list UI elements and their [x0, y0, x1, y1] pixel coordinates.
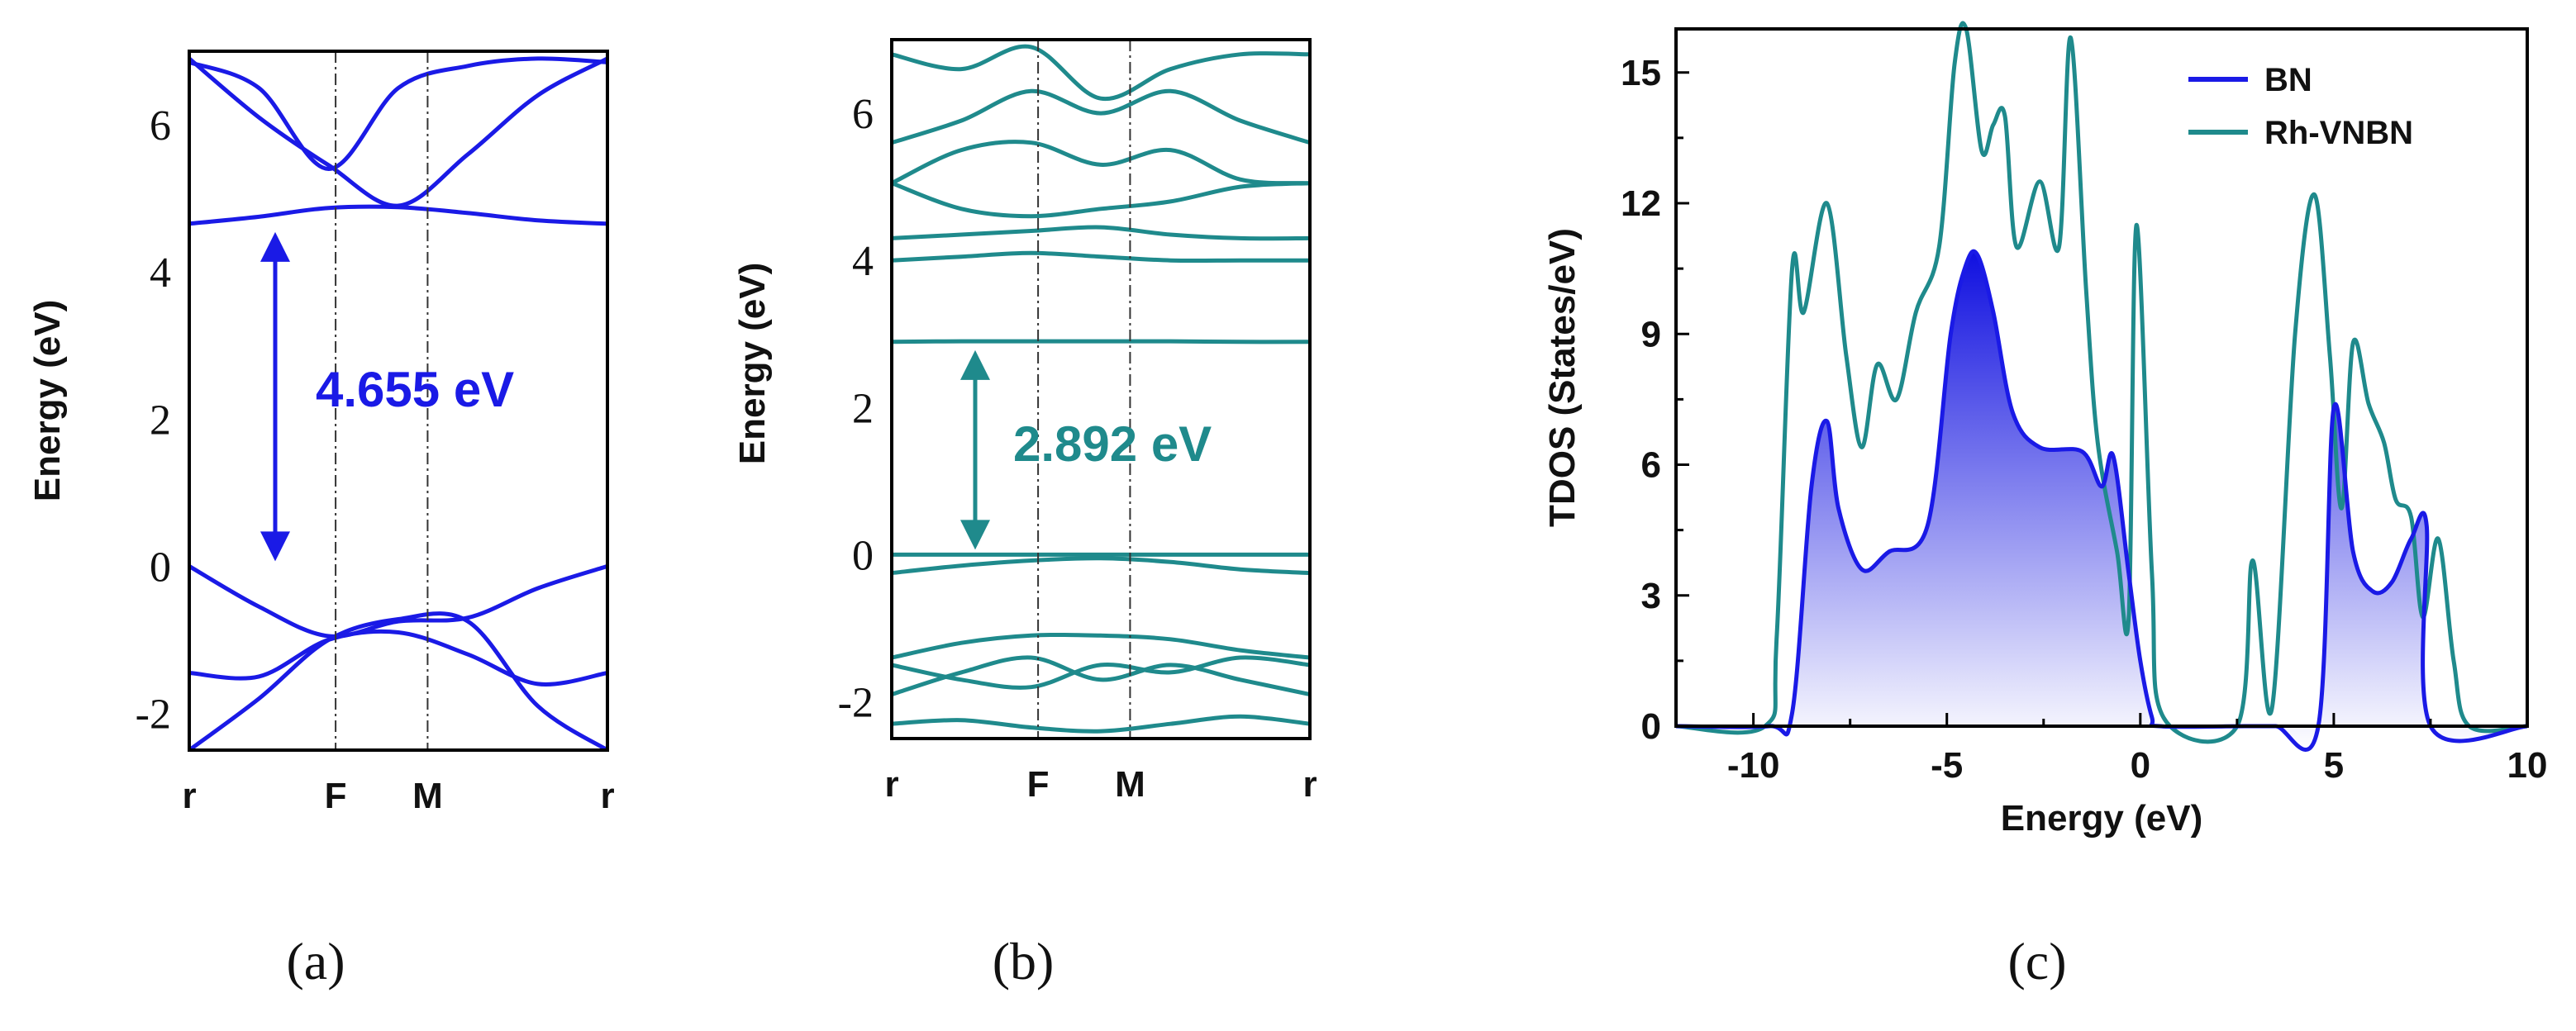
y-tick-label: 4: [150, 249, 171, 297]
panel-label-a: (a): [286, 932, 345, 991]
band-line: [188, 204, 608, 226]
y-tick-labels: 6 4 2 0 -2: [136, 102, 171, 738]
band-line: [188, 564, 608, 639]
y-tick-label: 2: [852, 385, 874, 432]
y-axis-label: Energy (eV): [27, 300, 68, 502]
gap-label: 2.892 eV: [1013, 416, 1212, 472]
k-point-label: r: [600, 776, 614, 816]
x-tick-labels: -10 -5 0 5 10: [1727, 745, 2548, 786]
bn-area-fill: [1676, 251, 2527, 750]
rh-vnbn-bands: [890, 44, 1311, 734]
y-tick-label: 2: [150, 397, 171, 444]
y-tick-label: 12: [1621, 183, 1661, 224]
k-point-label: F: [325, 776, 347, 816]
arrow-head-up: [260, 231, 290, 262]
band-line: [188, 611, 609, 753]
plot-frame: [188, 50, 609, 752]
legend-label-bn: BN: [2264, 62, 2312, 98]
band-line: [890, 140, 1311, 186]
y-tick-label: 0: [852, 532, 874, 579]
y-tick-labels: 0 3 6 9 12 15: [1621, 53, 1661, 747]
x-tick-label: -5: [1931, 745, 1963, 786]
y-tick-label: 3: [1641, 576, 1661, 616]
bn-line: [1675, 249, 2528, 752]
high-symmetry-lines: [335, 51, 429, 750]
k-point-label: r: [884, 764, 898, 805]
y-tick-label: 0: [150, 544, 171, 591]
band-line: [891, 88, 1311, 145]
k-point-label: F: [1027, 764, 1050, 805]
band-line: [891, 655, 1311, 697]
legend: BN Rh-VNBN: [2188, 62, 2413, 151]
band-line: [188, 629, 608, 687]
y-tick-label: 9: [1641, 314, 1661, 354]
gap-arrow: [260, 231, 290, 562]
y-tick-label: -2: [136, 691, 171, 738]
legend-label-rh-vnbn: Rh-VNBN: [2264, 115, 2413, 151]
band-line: [188, 56, 609, 208]
plot-frame: [1674, 27, 2529, 728]
panel-label-b: (b): [993, 932, 1055, 991]
arrow-head-up: [960, 349, 990, 380]
arrow-head-down: [260, 531, 290, 562]
x-tick-label: -10: [1727, 745, 1780, 786]
tdos-curves: [1675, 21, 2528, 752]
gap-label: 4.655 eV: [316, 362, 514, 417]
band-line: [891, 225, 1311, 241]
bn-bands: [188, 56, 609, 753]
y-axis-label: Energy (eV): [732, 263, 773, 465]
y-tick-label: 6: [1641, 445, 1661, 486]
y-tick-label: -2: [838, 679, 874, 726]
band-line: [891, 714, 1311, 734]
band-line: [891, 556, 1311, 576]
y-tick-label: 4: [852, 238, 874, 285]
band-line: [891, 44, 1311, 102]
band-line: [891, 655, 1311, 690]
k-point-label: r: [1302, 764, 1317, 805]
band-line: [891, 632, 1311, 660]
band-line: [891, 339, 1311, 344]
band-line: [891, 181, 1311, 219]
tdos-chart: 0 3 6 9 12 15 -10 -5 0 5 10 Energy (eV) TDOS (Sta…: [1542, 21, 2548, 991]
k-point-label: M: [412, 776, 443, 816]
x-axis-label: Energy (eV): [2001, 798, 2203, 839]
rh-vnbn-line: [1675, 21, 2528, 744]
plot-frame: [890, 38, 1312, 740]
y-tick-labels: 6 4 2 0 -2: [838, 91, 874, 726]
k-point-label: r: [182, 776, 196, 816]
y-axis-label: TDOS (States/eV): [1542, 228, 1583, 527]
gap-arrow: [960, 349, 990, 550]
y-tick-label: 6: [150, 102, 171, 150]
y-tick-label: 6: [852, 91, 874, 138]
band-line: [891, 250, 1310, 264]
x-tick-label: 5: [2324, 745, 2344, 786]
arrow-head-down: [960, 520, 990, 550]
y-tick-label: 15: [1621, 53, 1661, 93]
k-point-label: M: [1115, 764, 1145, 805]
axis-ticks: [1676, 71, 2529, 728]
y-tick-label: 0: [1641, 706, 1661, 747]
high-symmetry-lines: [1037, 40, 1131, 739]
x-tick-label: 10: [2507, 745, 2548, 786]
panel-label-c: (c): [2007, 932, 2066, 991]
band-line: [188, 56, 608, 172]
x-tick-label: 0: [2131, 745, 2150, 786]
